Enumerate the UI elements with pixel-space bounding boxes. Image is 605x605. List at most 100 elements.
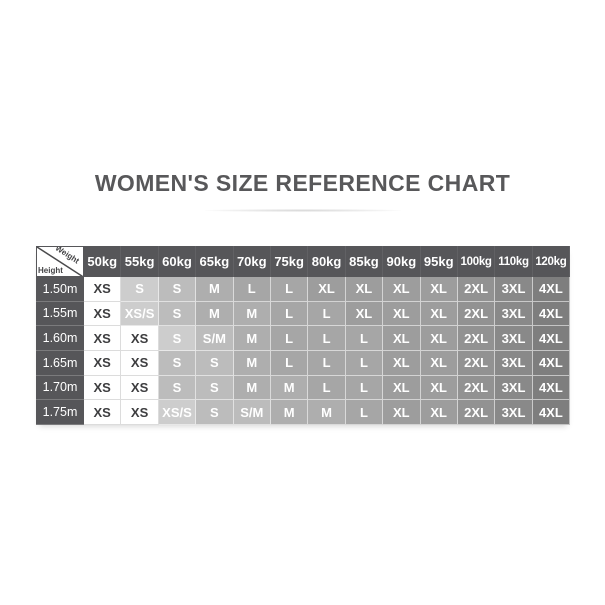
size-cell: XL [345,301,384,327]
size-cell: L [345,350,384,376]
size-cell: XL [420,375,458,401]
size-cell: XS [121,400,159,425]
size-cell: L [270,301,309,327]
size-cell: L [308,301,346,327]
size-cell: M [233,301,271,327]
size-cell: XL [420,400,458,425]
height-label-cell: 1.65m [36,350,84,376]
title-shadow-divider [204,209,401,212]
size-cell: L [270,326,309,351]
size-cell: XS/S [158,400,197,425]
size-cell: XL [420,326,458,351]
size-cell: XS [121,375,159,401]
size-cell: L [270,277,309,302]
size-cell: M [270,400,309,425]
weight-header-cell: 90kg [383,246,421,277]
weight-header-cell: 65kg [196,246,234,277]
size-cell: L [345,400,384,425]
height-label-cell: 1.50m [36,277,84,302]
size-cell: XL [420,350,458,376]
size-cell: XL [345,277,384,302]
size-cell: S [158,277,197,302]
weight-header-cell: 50kg [84,246,122,277]
weight-header-cell: 75kg [270,246,309,277]
weight-header-cell: 70kg [233,246,271,277]
size-cell: M [233,326,271,351]
height-label-cell: 1.75m [36,400,84,425]
size-cell: 2XL [457,400,496,425]
size-cell: XS [84,326,122,351]
size-cell: L [308,375,346,401]
height-label-cell: 1.70m [36,375,84,401]
size-cell: 2XL [457,277,496,302]
size-cell: S [196,375,234,401]
weight-header-cell: 85kg [345,246,384,277]
size-cell: 4XL [532,350,571,376]
size-cell: S [158,350,197,376]
size-cell: 4XL [532,400,571,425]
size-cell: 2XL [457,301,496,327]
size-cell: XL [420,277,458,302]
size-cell: M [233,350,271,376]
size-cell: XS [84,350,122,376]
size-cell: S [121,277,159,302]
size-cell: L [308,326,346,351]
weight-header-cell: 80kg [308,246,346,277]
size-cell: 4XL [532,326,571,351]
corner-cell: Weight Height [36,246,84,277]
size-chart-table: Weight Height 50kg 55kg 60kg 65kg 70kg 75kg 80… [36,246,571,425]
size-cell: L [233,277,271,302]
size-cell: L [345,375,384,401]
size-cell: XL [383,350,421,376]
size-cell: XS [84,400,122,425]
size-cell: 4XL [532,301,571,327]
size-cell: 4XL [532,375,571,401]
size-cell: M [270,375,309,401]
size-cell: L [270,350,309,376]
size-cell: S/M [196,326,234,351]
size-cell: XS [84,301,122,327]
size-cell: 3XL [495,277,533,302]
size-cell: 3XL [495,350,533,376]
size-cell: M [308,400,346,425]
weight-header-cell: 95kg [420,246,458,277]
size-cell: XS/S [121,301,159,327]
size-cell: L [345,326,384,351]
weight-header-cell: 110kg [495,246,533,277]
size-cell: 3XL [495,301,533,327]
height-label-cell: 1.55m [36,301,84,327]
size-cell: XS [121,350,159,376]
weight-header-cell: 120kg [532,246,571,277]
size-cell: XL [383,375,421,401]
weight-header-cell: 100kg [457,246,496,277]
size-cell: M [233,375,271,401]
height-label-cell: 1.60m [36,326,84,351]
size-cell: S [196,350,234,376]
size-cell: S [158,301,197,327]
size-cell: S/M [233,400,271,425]
size-cell: XL [383,326,421,351]
size-cell: 3XL [495,375,533,401]
page-title: WOMEN'S SIZE REFERENCE CHART [94,170,511,196]
size-cell: M [196,277,234,302]
size-cell: S [158,375,197,401]
size-cell: 3XL [495,326,533,351]
size-cell: XL [308,277,346,302]
diagonal-line-icon [37,247,83,276]
size-cell: M [196,301,234,327]
size-cell: 3XL [495,400,533,425]
size-cell: XL [383,277,421,302]
size-cell: 2XL [457,375,496,401]
size-cell: XS [121,326,159,351]
weight-header-cell: 60kg [158,246,197,277]
size-cell: 2XL [457,350,496,376]
size-cell: XS [84,375,122,401]
size-cell: XS [84,277,122,302]
size-cell: XL [383,301,421,327]
size-cell: 2XL [457,326,496,351]
size-cell: S [196,400,234,425]
weight-header-cell: 55kg [121,246,159,277]
size-cell: S [158,326,197,351]
size-cell: XL [420,301,458,327]
size-cell: XL [383,400,421,425]
